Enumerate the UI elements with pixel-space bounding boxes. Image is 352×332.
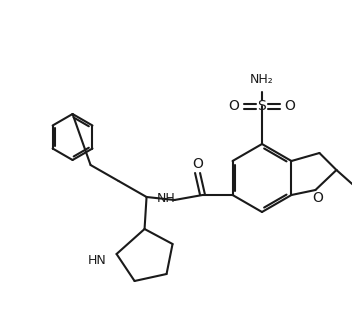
Text: NH: NH [157, 192, 176, 205]
Text: O: O [228, 99, 239, 113]
Text: O: O [312, 191, 323, 205]
Text: O: O [192, 157, 203, 171]
Text: O: O [284, 99, 295, 113]
Text: NH₂: NH₂ [250, 72, 274, 86]
Text: HN: HN [88, 254, 107, 267]
Text: S: S [258, 99, 266, 113]
